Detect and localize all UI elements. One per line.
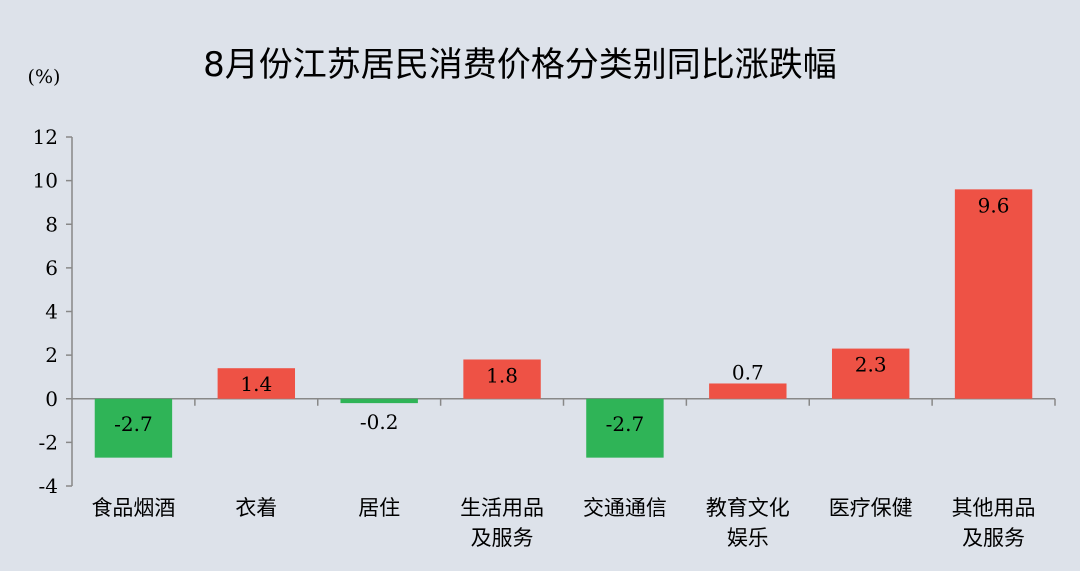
bar bbox=[94, 398, 173, 458]
bar-value-label: -0.2 bbox=[360, 410, 399, 434]
bar-value-label: -2.7 bbox=[606, 412, 645, 436]
category-label: 食品烟酒 bbox=[91, 496, 175, 520]
bar-value-label: 9.6 bbox=[978, 193, 1010, 217]
category-label: 及服务 bbox=[962, 526, 1025, 550]
y-tick-label: 2 bbox=[45, 343, 58, 367]
category-label: 衣着 bbox=[235, 496, 277, 520]
bar bbox=[831, 348, 910, 399]
category-label: 医疗保健 bbox=[829, 496, 913, 520]
bar-value-label: 0.7 bbox=[732, 360, 764, 384]
y-axis-unit: (%) bbox=[28, 66, 61, 88]
y-tick-label: 12 bbox=[33, 125, 58, 149]
y-tick-label: -4 bbox=[39, 474, 58, 498]
category-label: 其他用品 bbox=[952, 496, 1036, 520]
y-tick-label: 0 bbox=[45, 387, 58, 411]
category-label: 娱乐 bbox=[727, 526, 769, 550]
bar bbox=[709, 383, 787, 399]
y-tick-label: 4 bbox=[45, 300, 58, 324]
category-label: 生活用品 bbox=[460, 496, 544, 520]
category-label: 及服务 bbox=[471, 526, 534, 550]
category-label: 教育文化 bbox=[706, 496, 790, 520]
y-tick-label: 8 bbox=[45, 212, 58, 236]
axes: -4 -2 0 2 4 6 8 10 12 bbox=[33, 125, 1056, 498]
y-tick-label: -2 bbox=[39, 430, 58, 454]
bar bbox=[586, 398, 664, 458]
bar bbox=[954, 189, 1033, 399]
bar bbox=[217, 368, 296, 399]
y-tick-label: 6 bbox=[45, 256, 58, 280]
bar-value-label: 1.8 bbox=[486, 363, 518, 387]
bar-value-label: 1.4 bbox=[240, 372, 272, 396]
value-labels: -2.7 1.4 -0.2 1.8 -2.7 0.7 2.3 9.6 bbox=[114, 193, 1009, 435]
bar bbox=[463, 359, 541, 399]
bar-value-label: 2.3 bbox=[855, 353, 887, 377]
bars bbox=[94, 189, 1033, 458]
bar bbox=[340, 398, 418, 404]
chart-title: 8月份江苏居民消费价格分类别同比涨跌幅 bbox=[203, 45, 837, 85]
bar-value-label: -2.7 bbox=[114, 412, 153, 436]
category-label: 交通通信 bbox=[583, 496, 667, 520]
y-tick-label: 10 bbox=[33, 169, 58, 193]
category-label: 居住 bbox=[358, 496, 400, 520]
